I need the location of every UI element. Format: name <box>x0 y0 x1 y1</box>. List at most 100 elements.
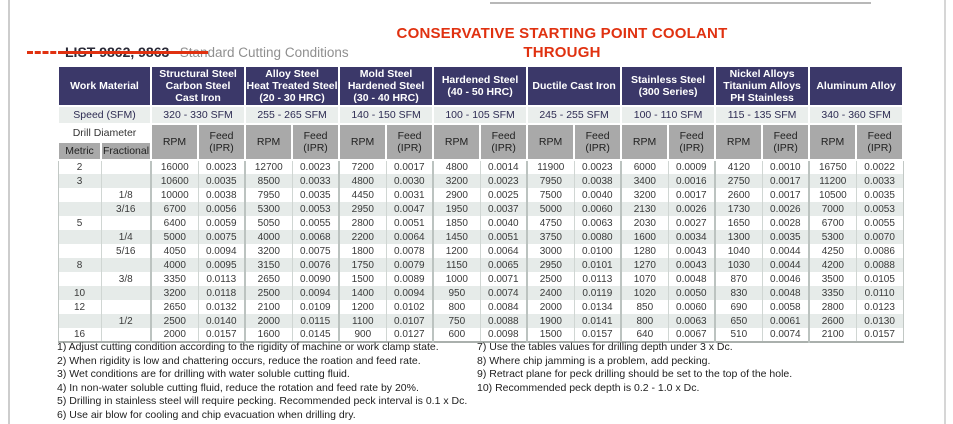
value-cell: 2000 <box>150 328 199 342</box>
value-cell: 0.0064 <box>479 244 528 258</box>
value-cell: 0.0038 <box>573 174 622 188</box>
right-edge-line <box>944 0 946 424</box>
table-row: 5 6400 0.0059 5050 0.0055 2800 0.0051 1850 0.004… <box>58 216 904 230</box>
value-cell: 0.0107 <box>385 314 434 328</box>
value-cell: 0.0040 <box>479 216 528 230</box>
value-cell: 10500 <box>808 188 857 202</box>
material-header-row: Work Material Structural Steel Carbon Stee… <box>56 65 905 107</box>
metric-cell <box>58 272 102 286</box>
table-row: 1/8 10000 0.0038 7950 0.0035 4450 0.0031 2900 0.… <box>58 188 904 202</box>
value-cell: 0.0075 <box>197 230 246 244</box>
value-cell: 0.0102 <box>385 300 434 314</box>
value-cell: 2900 <box>432 188 481 202</box>
value-cell: 0.0063 <box>667 314 716 328</box>
metric-cell: 16 <box>58 328 102 342</box>
value-cell: 0.0095 <box>197 258 246 272</box>
table-row: 1/4 5000 0.0075 4000 0.0068 2200 0.0064 1450 0.0… <box>58 230 904 244</box>
value-cell: 0.0055 <box>291 216 340 230</box>
value-cell: 0.0098 <box>479 328 528 342</box>
value-cell: 0.0028 <box>761 216 810 230</box>
value-cell: 4250 <box>808 244 857 258</box>
page-title: CONSERVATIVE STARTING POINT COOLANT THRO… <box>362 24 762 62</box>
footnote-item: 7) Use the tables values for drilling de… <box>477 341 733 353</box>
value-cell: 0.0033 <box>291 174 340 188</box>
value-cell: 1850 <box>432 216 481 230</box>
value-cell: 2800 <box>338 216 387 230</box>
value-cell: 0.0014 <box>479 160 528 174</box>
value-cell: 0.0067 <box>667 328 716 342</box>
value-cell: 3200 <box>620 188 669 202</box>
value-cell: 1650 <box>714 216 763 230</box>
value-cell: 2030 <box>620 216 669 230</box>
value-cell: 0.0055 <box>855 216 904 230</box>
metric-cell: 10 <box>58 286 102 300</box>
value-cell: 0.0023 <box>479 174 528 188</box>
page-title-line1: CONSERVATIVE STARTING POINT COOLANT <box>396 25 728 42</box>
fractional-cell: 1/8 <box>101 188 153 202</box>
value-cell: 1100 <box>338 314 387 328</box>
value-cell: 2100 <box>244 300 293 314</box>
value-cell: 0.0009 <box>667 160 716 174</box>
table-row: 16 2000 0.0157 1600 0.0145 900 0.0127 600 0.0098… <box>58 328 904 342</box>
value-cell: 0.0047 <box>385 202 434 216</box>
value-cell: 3200 <box>432 174 481 188</box>
metric-cell: 12 <box>58 300 102 314</box>
material-header: Nickel Alloys Titanium Alloys PH Stainless <box>714 65 811 107</box>
annotation-strike-line <box>64 51 208 54</box>
value-cell: 0.0115 <box>291 314 340 328</box>
value-cell: 0.0089 <box>385 272 434 286</box>
value-cell: 16000 <box>150 160 199 174</box>
value-cell: 1020 <box>620 286 669 300</box>
drill-diameter-row: Drill Diameter RPM Feed (IPR) RPM Feed (IPR) RP… <box>56 123 905 161</box>
value-cell: 0.0030 <box>385 174 434 188</box>
value-cell: 640 <box>620 328 669 342</box>
value-cell: 4750 <box>526 216 575 230</box>
speed-cell: 255 - 265 SFM <box>244 105 341 125</box>
rpm-header: RPM <box>808 123 858 161</box>
value-cell: 2500 <box>526 272 575 286</box>
value-cell: 0.0056 <box>197 202 246 216</box>
value-cell: 1800 <box>338 244 387 258</box>
value-cell: 5050 <box>244 216 293 230</box>
value-cell: 0.0134 <box>573 300 622 314</box>
value-cell: 0.0078 <box>385 244 434 258</box>
value-cell: 2000 <box>526 300 575 314</box>
fractional-cell: 1/2 <box>101 314 153 328</box>
footnote-item: 9) Retract plane for peck drilling shoul… <box>477 368 793 381</box>
value-cell: 6700 <box>150 202 199 216</box>
value-cell: 0.0071 <box>479 272 528 286</box>
value-cell: 10000 <box>150 188 199 202</box>
value-cell: 4120 <box>714 160 763 174</box>
value-cell: 0.0079 <box>385 258 434 272</box>
value-cell: 0.0074 <box>479 286 528 300</box>
table-row: 3/16 6700 0.0056 5300 0.0053 2950 0.0047 1950 0.… <box>58 202 904 216</box>
rpm-header: RPM <box>432 123 482 161</box>
table-row: 10 3200 0.0118 2500 0.0094 1400 0.0094 950 0.007… <box>58 286 904 300</box>
value-cell: 1000 <box>432 272 481 286</box>
value-cell: 4000 <box>150 258 199 272</box>
speed-cell: 100 - 105 SFM <box>432 105 529 125</box>
value-cell: 3200 <box>244 244 293 258</box>
rpm-header: RPM <box>620 123 670 161</box>
value-cell: 1030 <box>714 258 763 272</box>
value-cell: 900 <box>338 328 387 342</box>
value-cell: 4800 <box>432 160 481 174</box>
feed-header: Feed (IPR) <box>761 123 811 161</box>
value-cell: 0.0017 <box>761 188 810 202</box>
value-cell: 5300 <box>244 202 293 216</box>
value-cell: 0.0044 <box>761 244 810 258</box>
table-row: 2 16000 0.0023 12700 0.0023 7200 0.0017 4800 0.0… <box>58 160 904 174</box>
material-header: Aluminum Alloy <box>808 65 905 107</box>
value-cell: 0.0035 <box>761 230 810 244</box>
value-cell: 0.0023 <box>197 160 246 174</box>
value-cell: 0.0050 <box>667 286 716 300</box>
value-cell: 4450 <box>338 188 387 202</box>
value-cell: 0.0074 <box>761 328 810 342</box>
footnote-item: 5) Drilling in stainless steel will requ… <box>57 395 468 408</box>
table-row: 12 2650 0.0132 2100 0.0109 1200 0.0102 800 0.008… <box>58 300 904 314</box>
value-cell: 1280 <box>620 244 669 258</box>
annotation-dashed-line <box>27 51 64 54</box>
fractional-cell <box>101 174 153 188</box>
value-cell: 0.0088 <box>479 314 528 328</box>
value-cell: 2600 <box>714 188 763 202</box>
